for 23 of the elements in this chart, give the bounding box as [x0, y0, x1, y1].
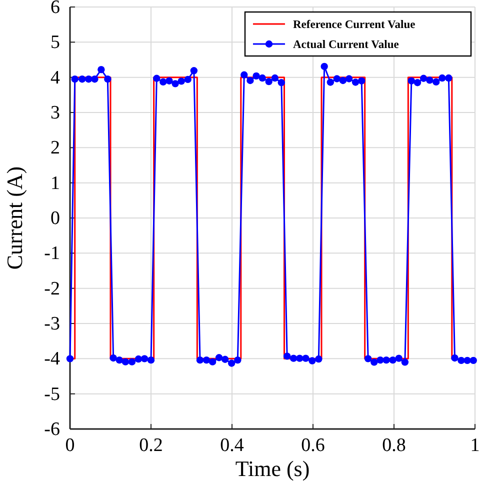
y-tick-label: 5 — [50, 32, 60, 54]
x-tick-label: 0.6 — [301, 435, 325, 456]
y-tick-label: -1 — [44, 243, 60, 264]
x-tick-label: 1 — [470, 435, 480, 456]
y-tick-label: -5 — [44, 384, 60, 405]
legend-label: Reference Current Value — [293, 19, 416, 31]
y-tick-label: 3 — [50, 102, 60, 124]
y-tick-label: -2 — [44, 278, 60, 300]
y-axis-title: Current (A) — [2, 166, 27, 270]
y-tick-label: 1 — [50, 172, 60, 194]
legend-label: Actual Current Value — [293, 39, 399, 51]
y-tick-label: -3 — [44, 314, 60, 334]
y-tick-label: 6 — [50, 0, 60, 18]
x-tick-label: 0.8 — [382, 435, 406, 456]
x-tick-label: 0.4 — [220, 435, 244, 456]
x-axis-title: Time (s) — [235, 456, 310, 481]
y-tick-label: 0 — [50, 208, 60, 229]
x-tick-label: 0.2 — [139, 435, 163, 456]
x-tick-label: 0 — [65, 435, 75, 456]
y-tick-label: 2 — [50, 138, 60, 159]
y-tick-label: -4 — [44, 348, 60, 370]
y-tick-label: -6 — [44, 419, 60, 440]
y-tick-label: 4 — [50, 67, 60, 88]
